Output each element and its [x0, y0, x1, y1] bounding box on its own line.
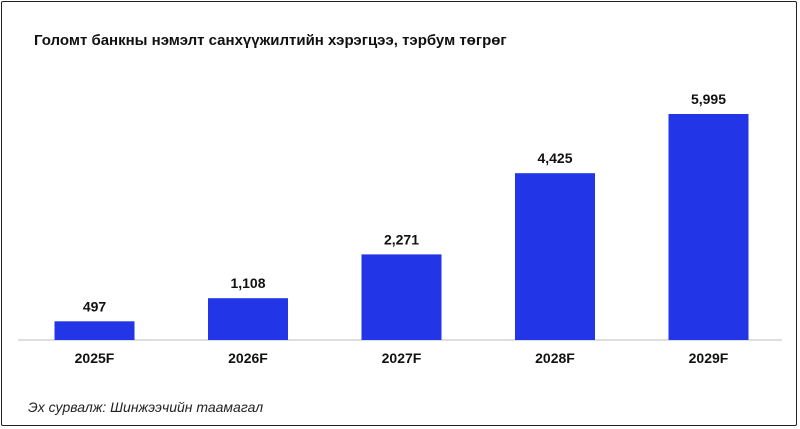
value-label-2028F: 4,425: [537, 150, 572, 166]
category-label-2025F: 2025F: [75, 350, 115, 366]
category-label-2026F: 2026F: [228, 350, 268, 366]
bar-2029F: [668, 114, 749, 340]
bar-2028F: [515, 173, 595, 340]
category-label-2029F: 2029F: [689, 350, 729, 366]
bar-2027F: [361, 254, 442, 340]
bar-2026F: [208, 298, 288, 340]
value-label-2029F: 5,995: [691, 91, 726, 107]
chart-title: Голомт банкны нэмэлт санхүүжилтийн хэрэг…: [34, 32, 507, 49]
value-label-2025F: 497: [83, 298, 107, 314]
value-label-2027F: 2,271: [384, 231, 419, 247]
value-label-2026F: 1,108: [230, 275, 265, 291]
category-label-2028F: 2028F: [535, 350, 575, 366]
bar-2025F: [54, 321, 135, 340]
source-note: Эх сурвалж: Шинжээчийн таамагал: [28, 399, 264, 415]
category-label-2027F: 2027F: [382, 350, 422, 366]
